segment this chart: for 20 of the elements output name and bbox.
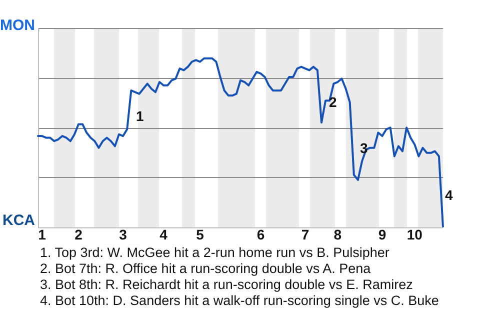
x-tick-label: 7 — [301, 226, 310, 242]
x-tick-label: 4 — [160, 226, 168, 242]
text: 1. Top 3rd: W. McGee hit a 2-run home run vs B. Pulsipher — [40, 245, 390, 261]
annotation: 1 — [136, 108, 144, 124]
text: MON — [0, 17, 35, 34]
x-tick-label: 3 — [119, 226, 128, 242]
x-tick-label: 1 — [38, 226, 46, 242]
text: 4. Bot 10th: D. Sanders hit a walk-off run-scoring single vs C. Buke — [40, 293, 439, 309]
text: KCA — [2, 212, 35, 230]
text: 3. Bot 8th: R. Reichardt hit a run-scoring double vs E. Ramirez — [40, 277, 414, 293]
x-tick-label: 6 — [256, 226, 265, 242]
annotation: 3 — [360, 140, 368, 156]
annotation: 2 — [329, 94, 337, 110]
x-tick-label: 8 — [334, 226, 342, 242]
x-tick-label: 10 — [406, 226, 423, 242]
x-tick-label: 9 — [378, 226, 386, 242]
x-tick-label: 5 — [196, 226, 204, 242]
text: 2. Bot 7th: R. Office hit a run-scoring double vs A. Pena — [40, 261, 372, 277]
x-tick-label: 2 — [74, 226, 83, 242]
text: 4 — [445, 187, 453, 204]
